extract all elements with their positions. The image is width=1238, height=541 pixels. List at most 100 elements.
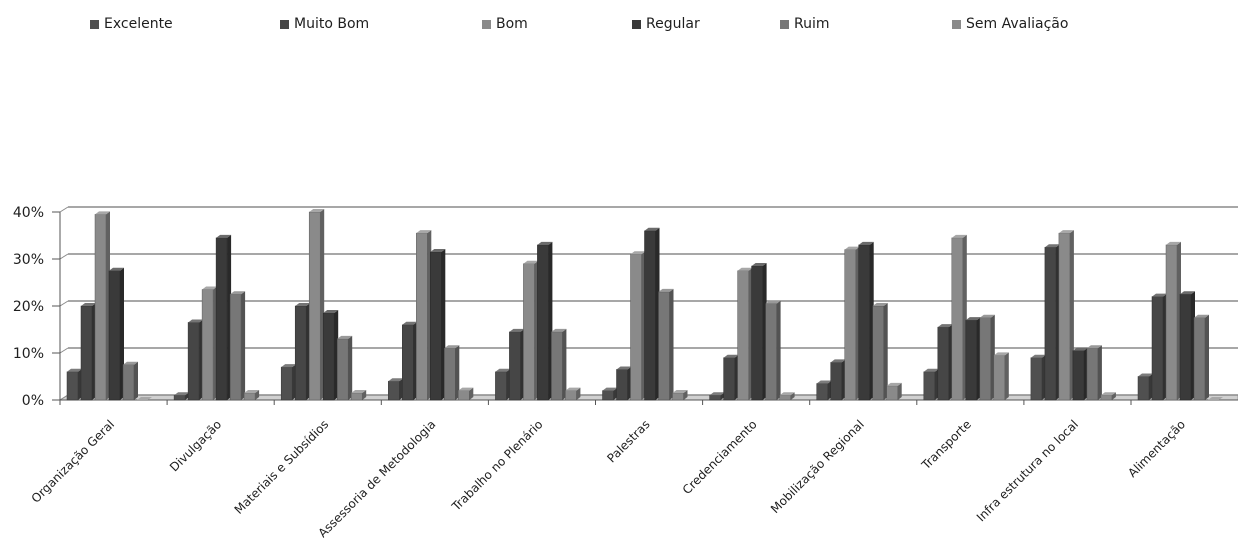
bar <box>509 328 525 401</box>
bar <box>965 317 981 401</box>
bar-top <box>295 303 311 306</box>
bar-side <box>255 389 260 400</box>
bar-front <box>1058 232 1071 401</box>
bar-front <box>416 232 428 401</box>
gridline-diag <box>59 253 69 260</box>
bar-top <box>281 364 297 368</box>
bar-top <box>630 251 646 255</box>
bar-front <box>430 251 442 401</box>
bar <box>658 288 674 401</box>
legend-swatch <box>780 19 789 29</box>
bar-side <box>362 389 367 400</box>
bar-front <box>280 366 293 401</box>
bar-side <box>134 361 138 400</box>
x-tick-label: Organização Geral <box>29 417 117 505</box>
y-tick-label: 0% <box>22 393 44 409</box>
bar-group <box>602 227 688 401</box>
bar-front <box>122 364 135 401</box>
bar-front <box>923 371 936 401</box>
bar-top <box>923 368 939 372</box>
bar-top <box>537 241 553 245</box>
bar-side <box>669 288 674 400</box>
bar-top <box>565 387 581 391</box>
bar-front <box>858 244 870 401</box>
bar-top <box>351 389 367 393</box>
bar <box>1030 354 1046 401</box>
bar-front <box>551 331 563 401</box>
bar-top <box>95 211 110 215</box>
gridline-diag <box>59 206 69 213</box>
bar-top <box>1030 354 1046 358</box>
bar-top <box>230 291 246 295</box>
bar <box>215 234 232 401</box>
bar-top <box>244 389 260 393</box>
bar-top <box>602 387 618 391</box>
bar-top <box>1138 373 1153 377</box>
bar-group <box>1137 241 1223 401</box>
bar-front <box>509 331 521 401</box>
bar-side <box>776 300 781 400</box>
legend-label: Excelente <box>104 16 173 32</box>
bar <box>523 260 539 401</box>
bar-front <box>709 395 721 401</box>
bar <box>350 389 367 401</box>
bar <box>1137 373 1153 401</box>
bar <box>229 291 246 401</box>
bar-top <box>979 314 995 318</box>
legend-swatch <box>482 19 491 29</box>
bar-front <box>886 385 898 401</box>
bar <box>173 392 190 401</box>
bar <box>551 328 567 401</box>
bar <box>444 345 460 401</box>
bar <box>644 227 660 401</box>
bar <box>388 378 404 401</box>
x-tick-label: Infra estrutura no local <box>974 417 1081 524</box>
bar <box>1100 392 1116 401</box>
bar-front <box>1030 357 1043 401</box>
bar <box>243 389 260 401</box>
bar-top <box>137 397 152 400</box>
x-tick-label: Palestras <box>604 417 652 465</box>
bar <box>923 368 939 401</box>
bar-group <box>816 241 902 401</box>
bar-top <box>523 260 539 264</box>
bar <box>672 389 688 401</box>
bar <box>816 380 832 401</box>
bar <box>737 267 753 401</box>
bar-front <box>1072 350 1085 401</box>
bar-top <box>1044 244 1060 248</box>
bar-top <box>337 335 353 339</box>
bar-front <box>322 312 335 401</box>
legend-label: Sem Avaliação <box>966 16 1069 32</box>
bar-top <box>723 354 739 358</box>
legend-label: Bom <box>496 16 528 32</box>
bar-top <box>202 286 218 290</box>
legend-item: Excelente <box>90 16 173 32</box>
bar <box>537 241 553 401</box>
x-tick-label: Materiais e Subsídios <box>232 417 332 517</box>
bar-front <box>495 371 507 401</box>
y-tick-label: 30% <box>13 252 44 268</box>
bar-side <box>241 291 246 400</box>
bar-top <box>109 267 124 271</box>
bar-front <box>1137 376 1150 401</box>
bar-top <box>123 361 138 365</box>
bar <box>1086 345 1102 401</box>
bar-front <box>94 214 107 401</box>
bar-front <box>1193 317 1206 401</box>
bar-top <box>1100 392 1116 396</box>
bar-front <box>1044 247 1057 401</box>
x-tick-label: Assessoria de Metodologia <box>315 417 438 540</box>
bar-group <box>388 230 474 401</box>
bar-front <box>872 305 884 401</box>
bar-top <box>1208 397 1223 400</box>
y-tick-label: 10% <box>13 346 44 362</box>
bar-top <box>1180 291 1195 295</box>
legend-item: Bom <box>482 16 528 32</box>
x-tick-label: Mobilização Regional <box>768 417 867 516</box>
bar-group <box>66 211 152 401</box>
bar-front <box>1086 348 1099 401</box>
bar-front <box>1100 395 1113 401</box>
bar <box>137 397 152 400</box>
